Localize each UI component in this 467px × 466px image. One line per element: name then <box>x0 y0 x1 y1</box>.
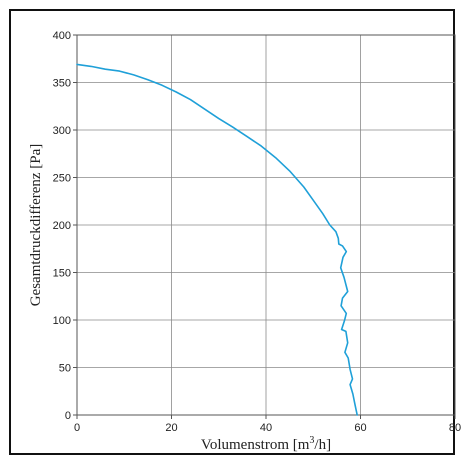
y-tick-label: 150 <box>53 268 71 280</box>
y-axis-ticks: 0 50 100 150 200 250 300 350 400 <box>53 30 77 422</box>
x-tick-label: 40 <box>260 422 272 434</box>
y-tick-label: 100 <box>53 315 71 327</box>
y-tick-label: 200 <box>53 220 71 232</box>
y-tick-label: 250 <box>53 173 71 185</box>
chart-frame <box>9 9 455 455</box>
x-tick-label: 60 <box>354 422 366 434</box>
grid-lines <box>76 34 456 416</box>
x-axis-ticks: 0 20 40 60 80 <box>74 415 461 434</box>
y-tick-label: 400 <box>53 30 71 42</box>
x-tick-label: 20 <box>165 422 177 434</box>
x-tick-label: 0 <box>74 422 80 434</box>
y-tick-label: 0 <box>65 410 71 422</box>
y-tick-label: 350 <box>53 78 71 90</box>
y-tick-label: 50 <box>59 363 71 375</box>
x-axis-title: Volumenstrom [m3/h] <box>201 435 331 453</box>
y-tick-label: 300 <box>53 125 71 137</box>
series-line <box>76 63 358 416</box>
x-tick-label: 80 <box>449 422 461 434</box>
y-axis-title: Gesamtdruckdifferenz [Pa] <box>28 144 44 307</box>
